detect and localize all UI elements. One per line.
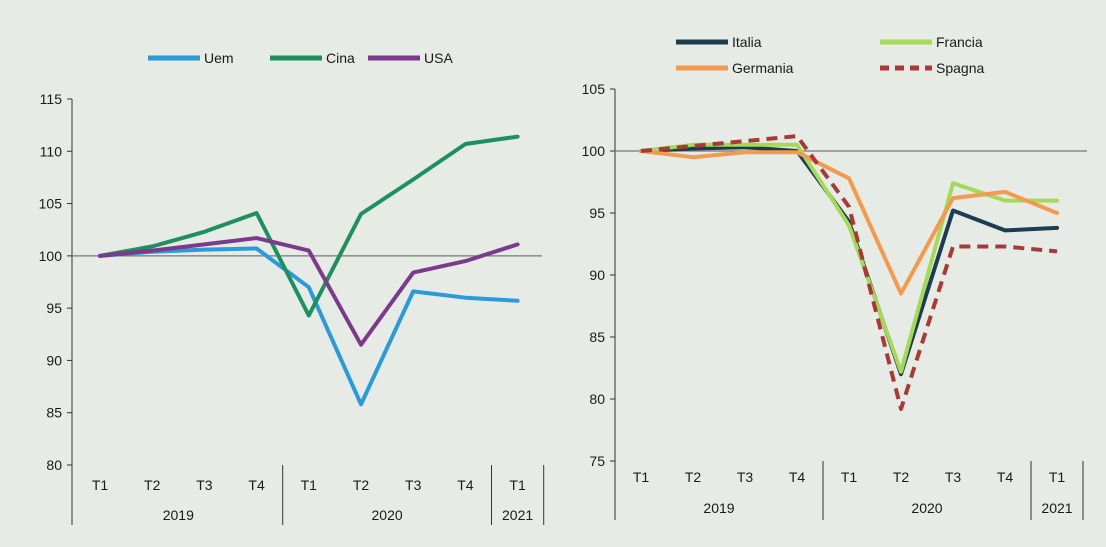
y-tick-label: 85	[46, 405, 62, 421]
legend-label-uem: Uem	[204, 50, 234, 66]
legend-label-cina: Cina	[326, 50, 355, 66]
x-tick-label: T1	[633, 469, 650, 485]
x-tick-label: T4	[248, 477, 265, 493]
y-tick-label: 110	[40, 143, 63, 159]
y-tick-label: 100	[39, 248, 63, 264]
year-label: 2020	[372, 507, 403, 523]
x-tick-label: T4	[457, 477, 474, 493]
legend-label-italia: Italia	[732, 34, 762, 50]
y-tick-label: 105	[582, 81, 606, 97]
y-tick-label: 90	[46, 352, 62, 368]
x-tick-label: T3	[405, 477, 422, 493]
x-tick-label: T1	[841, 469, 858, 485]
legend-label-spagna: Spagna	[936, 60, 984, 76]
x-tick-label: T2	[685, 469, 702, 485]
y-tick-label: 95	[589, 205, 605, 221]
legend-label-usa: USA	[424, 50, 453, 66]
x-tick-label: T3	[737, 469, 754, 485]
y-tick-label: 100	[582, 143, 606, 159]
y-tick-label: 80	[46, 457, 62, 473]
x-tick-label: T4	[789, 469, 806, 485]
x-tick-label: T4	[997, 469, 1014, 485]
y-tick-label: 105	[39, 196, 63, 212]
y-tick-label: 75	[589, 453, 605, 469]
year-label: 2020	[911, 500, 942, 516]
y-tick-label: 115	[40, 91, 63, 107]
y-tick-label: 95	[46, 300, 62, 316]
x-tick-label: T1	[509, 477, 526, 493]
x-tick-label: T2	[144, 477, 161, 493]
y-tick-label: 80	[589, 391, 605, 407]
x-tick-label: T1	[92, 477, 109, 493]
legend-label-germania: Germania	[732, 60, 794, 76]
x-tick-label: T2	[893, 469, 910, 485]
legend-label-francia: Francia	[936, 34, 983, 50]
y-tick-label: 85	[589, 329, 605, 345]
x-tick-label: T3	[945, 469, 962, 485]
year-label: 2019	[703, 500, 734, 516]
x-tick-label: T3	[196, 477, 213, 493]
y-tick-label: 90	[589, 267, 605, 283]
year-label: 2019	[163, 507, 194, 523]
year-label: 2021	[1041, 500, 1072, 516]
x-tick-label: T2	[353, 477, 370, 493]
x-tick-label: T1	[1049, 469, 1066, 485]
year-label: 2021	[502, 507, 533, 523]
x-tick-label: T1	[301, 477, 318, 493]
